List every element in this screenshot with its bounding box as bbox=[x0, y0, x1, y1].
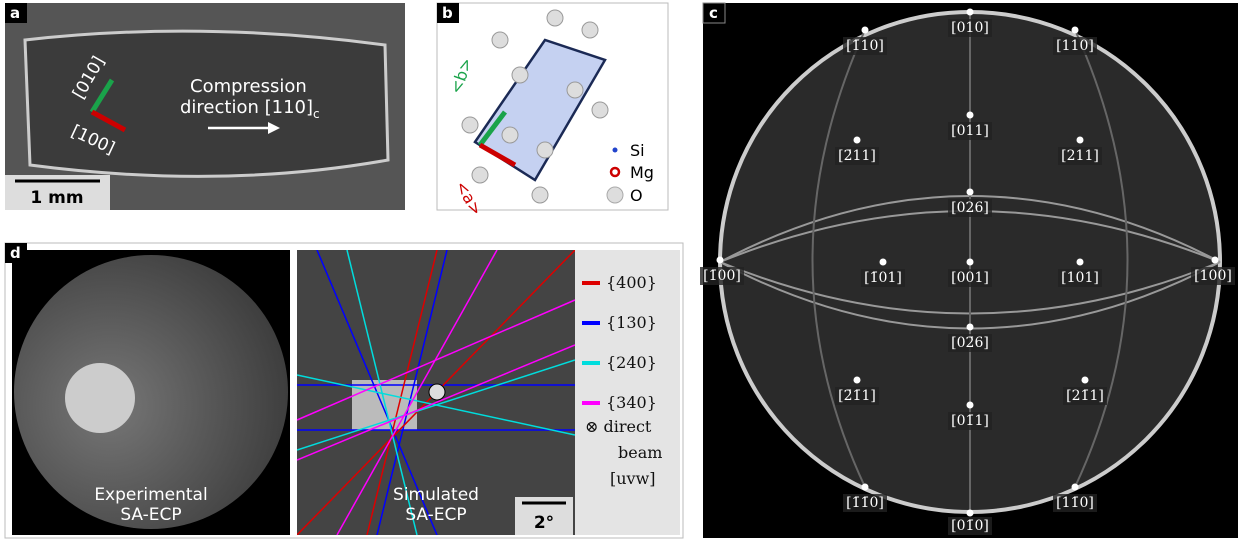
legend-label: {240} bbox=[606, 353, 657, 372]
pole-dot bbox=[967, 9, 974, 16]
pole-dot bbox=[854, 377, 861, 384]
legend-label: beam bbox=[618, 443, 662, 462]
scale-label: 1 mm bbox=[30, 188, 83, 208]
pole-label: [11̄0] bbox=[1056, 495, 1094, 511]
bright-spot bbox=[65, 363, 135, 433]
pole-label: [1̄1̄0] bbox=[846, 495, 884, 511]
pole-label: [1̄01] bbox=[864, 270, 902, 286]
pole-dot bbox=[1077, 259, 1084, 266]
pole-label: [21̄1] bbox=[1066, 388, 1104, 404]
pole-label: [01̄0] bbox=[951, 518, 989, 534]
panel-label: c bbox=[709, 4, 718, 22]
caption: Simulated bbox=[393, 485, 479, 505]
pole-label: [02̄6] bbox=[951, 335, 989, 351]
pole-label: [2̄11] bbox=[838, 148, 876, 164]
legend-label: {400} bbox=[606, 273, 657, 292]
annotation: direction [110]c bbox=[180, 97, 320, 121]
page: a [010] [100] Compression direction [110… bbox=[0, 0, 1242, 540]
pole-dot bbox=[862, 484, 869, 491]
pole-label: [011] bbox=[951, 123, 989, 139]
pole-dot bbox=[967, 324, 974, 331]
pole-dot bbox=[967, 112, 974, 119]
pole-label: [110] bbox=[1056, 38, 1094, 54]
pole-dot bbox=[1082, 377, 1089, 384]
caption: Experimental bbox=[94, 485, 207, 505]
pole-dot bbox=[1072, 27, 1079, 34]
pole-label: [01̄1] bbox=[951, 413, 989, 429]
figure: a [010] [100] Compression direction [110… bbox=[0, 0, 1242, 540]
pole-label: [1̄00] bbox=[703, 268, 741, 284]
pole-dot bbox=[1212, 257, 1219, 264]
pole-dot bbox=[854, 137, 861, 144]
legend-marker bbox=[613, 148, 618, 153]
pole-label: [211] bbox=[1061, 148, 1099, 164]
caption: SA-ECP bbox=[405, 505, 466, 525]
pole-label: [100] bbox=[1194, 268, 1232, 284]
pole-dot bbox=[1072, 484, 1079, 491]
legend-label: Mg bbox=[630, 163, 654, 182]
pole-dot bbox=[967, 259, 974, 266]
panel-label: b bbox=[442, 4, 453, 22]
pole-dot bbox=[967, 189, 974, 196]
legend-label: [uvw] bbox=[610, 469, 656, 488]
panel-label: a bbox=[10, 4, 20, 22]
pole-label: [2̄1̄1] bbox=[838, 388, 876, 404]
pole-dot bbox=[862, 27, 869, 34]
legend-label: {340} bbox=[606, 393, 657, 412]
pole-label: [101] bbox=[1061, 270, 1099, 286]
legend-marker bbox=[607, 187, 623, 203]
pole-dot bbox=[880, 259, 887, 266]
pole-dot bbox=[967, 510, 974, 517]
scale-label: 2° bbox=[534, 513, 554, 533]
caption: SA-ECP bbox=[120, 505, 181, 525]
legend-label: O bbox=[630, 186, 643, 205]
pole-label: [001] bbox=[951, 270, 989, 286]
pole-dot bbox=[1077, 137, 1084, 144]
pole-dot bbox=[967, 402, 974, 409]
legend-marker bbox=[611, 168, 619, 176]
pole-label: [010] bbox=[951, 20, 989, 36]
legend-label: ⊗ direct bbox=[585, 417, 652, 436]
pole-label: [026] bbox=[951, 200, 989, 216]
annotation: Compression bbox=[190, 76, 307, 97]
pole-dot bbox=[717, 257, 724, 264]
legend-label: {130} bbox=[606, 313, 657, 332]
panel-label: d bbox=[10, 244, 21, 262]
legend-label: Si bbox=[630, 141, 645, 160]
pole-label: [1̄10] bbox=[846, 38, 884, 54]
